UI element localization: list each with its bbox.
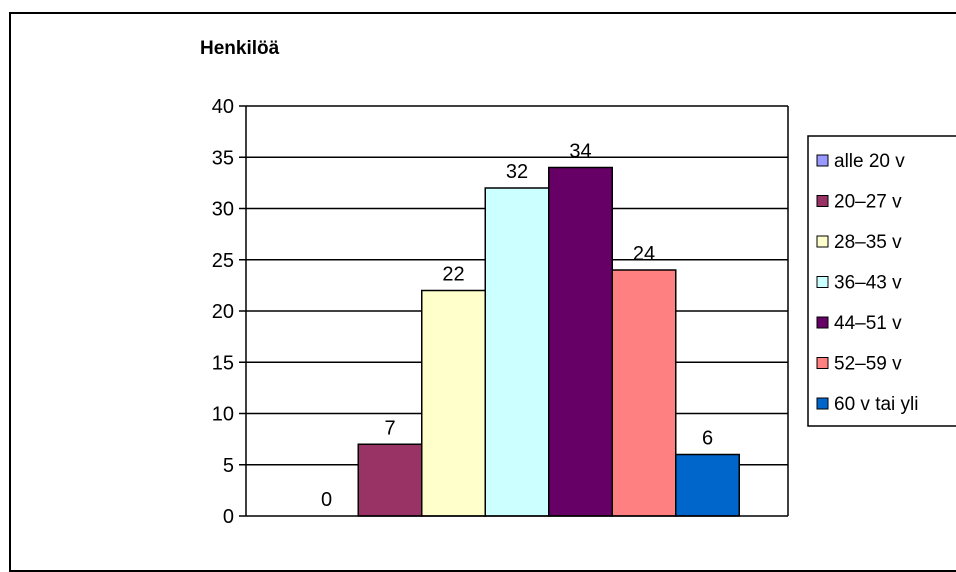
bar (484, 187, 550, 517)
legend-label: 52–59 v (834, 354, 902, 375)
bar (675, 453, 740, 517)
data-label: 22 (442, 264, 464, 286)
bar-chart: Henkilöä 0 5 10 15 20 25 30 35 40 0 7 22 32 34 24 6 al… (200, 38, 956, 528)
legend-swatch (816, 235, 829, 248)
legend: alle 20 v 20–27 v 28–35 v 36–43 v 44–51 v 52–… (807, 135, 956, 427)
y-tick-label: 5 (223, 455, 234, 477)
legend-swatch (816, 316, 829, 329)
data-label: 6 (702, 428, 713, 450)
bar (548, 166, 613, 517)
axes (245, 106, 789, 517)
y-tick-label: 30 (212, 199, 234, 221)
bar (421, 289, 486, 517)
y-tick-label: 20 (212, 301, 234, 323)
y-tick-label: 15 (212, 352, 234, 374)
data-label: 7 (384, 417, 395, 439)
legend-label: 60 v tai yli (834, 394, 918, 415)
y-tick-label: 40 (212, 96, 234, 118)
y-tick-label: 0 (223, 506, 234, 528)
bars (357, 166, 740, 517)
legend-label: 28–35 v (834, 232, 902, 253)
data-label: 34 (569, 141, 591, 163)
data-label: 24 (633, 243, 655, 265)
bar (357, 443, 423, 517)
legend-swatch (816, 397, 829, 410)
data-labels: 0 7 22 32 34 24 6 (321, 141, 713, 512)
legend-swatch (816, 195, 829, 207)
y-tick-label: 35 (212, 147, 234, 169)
y-tick-label: 25 (212, 250, 234, 272)
y-tick-labels: 0 5 10 15 20 25 30 35 40 (212, 96, 234, 528)
data-label: 0 (321, 489, 332, 511)
legend-label: 20–27 v (834, 192, 902, 213)
legend-box (807, 135, 956, 427)
legend-swatch (816, 276, 829, 288)
legend-label: 44–51 v (834, 313, 902, 334)
data-label: 32 (506, 161, 528, 183)
legend-label: alle 20 v (834, 151, 905, 172)
y-axis-title: Henkilöä (200, 38, 280, 59)
legend-swatch (816, 357, 829, 369)
bar (611, 269, 677, 517)
legend-label: 36–43 v (834, 273, 902, 294)
legend-swatch (816, 154, 829, 167)
y-tick-label: 10 (212, 404, 234, 426)
